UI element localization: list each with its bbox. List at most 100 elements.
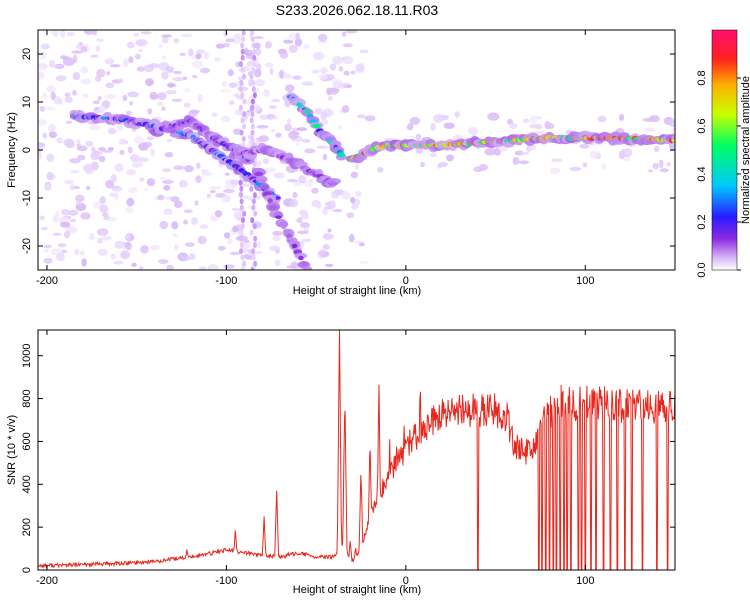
noise-speckle [159,176,166,180]
noise-speckle [342,55,354,65]
noise-column-speckle [251,79,256,86]
noise-speckle [217,245,226,251]
noise-speckle [199,67,211,74]
noise-speckle [256,125,269,129]
noise-speckle [130,154,140,162]
noise-speckle [92,110,104,114]
noise-speckle [41,92,48,99]
noise-speckle [95,74,102,82]
noise-speckle [247,205,253,209]
noise-speckle [337,124,342,130]
noise-speckle [57,98,63,105]
noise-speckle [38,62,48,70]
noise-speckle [97,228,109,236]
streak-core [260,185,269,190]
noise-speckle [128,101,134,106]
noise-column-speckle [253,235,258,242]
noise-speckle [297,216,303,224]
noise-speckle [295,32,301,40]
noise-speckle [60,30,66,38]
noise-speckle [43,248,50,253]
noise-speckle [498,147,508,152]
noise-column-speckle [249,185,254,192]
noise-speckle [126,197,135,207]
noise-speckle [146,136,155,141]
streak-core [275,215,282,219]
noise-speckle [80,78,92,85]
noise-speckle [147,108,152,115]
noise-column-speckle [252,223,257,230]
noise-speckle [93,100,100,105]
noise-speckle [211,112,218,117]
noise-speckle [221,80,228,87]
noise-speckle [269,67,274,75]
noise-speckle [582,162,588,168]
noise-column-speckle [240,92,245,99]
noise-speckle [64,179,75,185]
noise-speckle [76,139,81,145]
colorbar-tick-label: 0.4 [696,166,708,181]
noise-speckle [201,170,210,177]
noise-column-speckle [242,111,247,117]
noise-column-speckle [239,248,243,255]
noise-speckle [355,190,362,198]
noise-column-speckle [249,229,254,236]
noise-speckle [301,138,311,143]
noise-speckle [284,73,293,80]
noise-speckle [345,30,358,34]
noise-speckle [95,45,101,52]
noise-speckle [579,144,590,149]
noise-speckle [105,82,115,89]
noise-speckle [162,168,171,173]
streak-core [671,138,675,143]
noise-speckle [46,85,56,93]
noise-speckle [236,95,242,100]
streak-core [300,261,308,267]
noise-speckle [314,107,323,115]
x-tick-label: -100 [215,275,237,287]
noise-speckle [289,44,298,53]
noise-speckle [194,200,199,206]
noise-speckle [443,122,455,129]
noise-speckle [97,248,108,256]
noise-speckle [71,50,83,54]
noise-speckle [43,257,53,264]
noise-column-speckle [242,210,247,217]
noise-speckle [80,212,91,220]
noise-speckle [432,114,443,123]
noise-speckle [224,185,231,189]
noise-speckle [97,95,102,101]
noise-speckle [619,113,625,121]
noise-speckle [316,145,329,149]
noise-speckle [512,157,520,165]
noise-speckle [195,53,202,60]
colorbar-gradient [711,29,738,271]
noise-speckle [74,248,80,256]
y-tick-label: 20 [21,48,33,60]
noise-column-speckle [240,267,245,270]
noise-column-speckle [241,217,245,224]
snr-y-ticks: 0 200 400 600 800 1000 [21,343,675,573]
noise-speckle [158,259,169,264]
noise-speckle [107,147,114,151]
noise-speckle [162,55,166,60]
noise-speckle [279,69,284,79]
noise-speckle [410,135,416,139]
noise-speckle [159,220,168,230]
noise-speckle [96,38,105,43]
noise-speckle [72,89,77,96]
noise-speckle [113,260,124,265]
spectrogram-y-axis-label: Frequency (Hz) [6,112,18,188]
noise-speckle [46,153,55,163]
noise-speckle [343,70,350,76]
noise-speckle [38,150,43,160]
noise-speckle [126,110,132,116]
noise-speckle [358,242,365,247]
colorbar-tick-label: 0.6 [696,118,708,133]
noise-speckle [54,63,65,70]
noise-speckle [454,111,460,118]
noise-speckle [311,69,321,74]
noise-column-speckle [238,235,243,242]
noise-speckle [522,118,530,123]
noise-speckle [120,250,131,260]
